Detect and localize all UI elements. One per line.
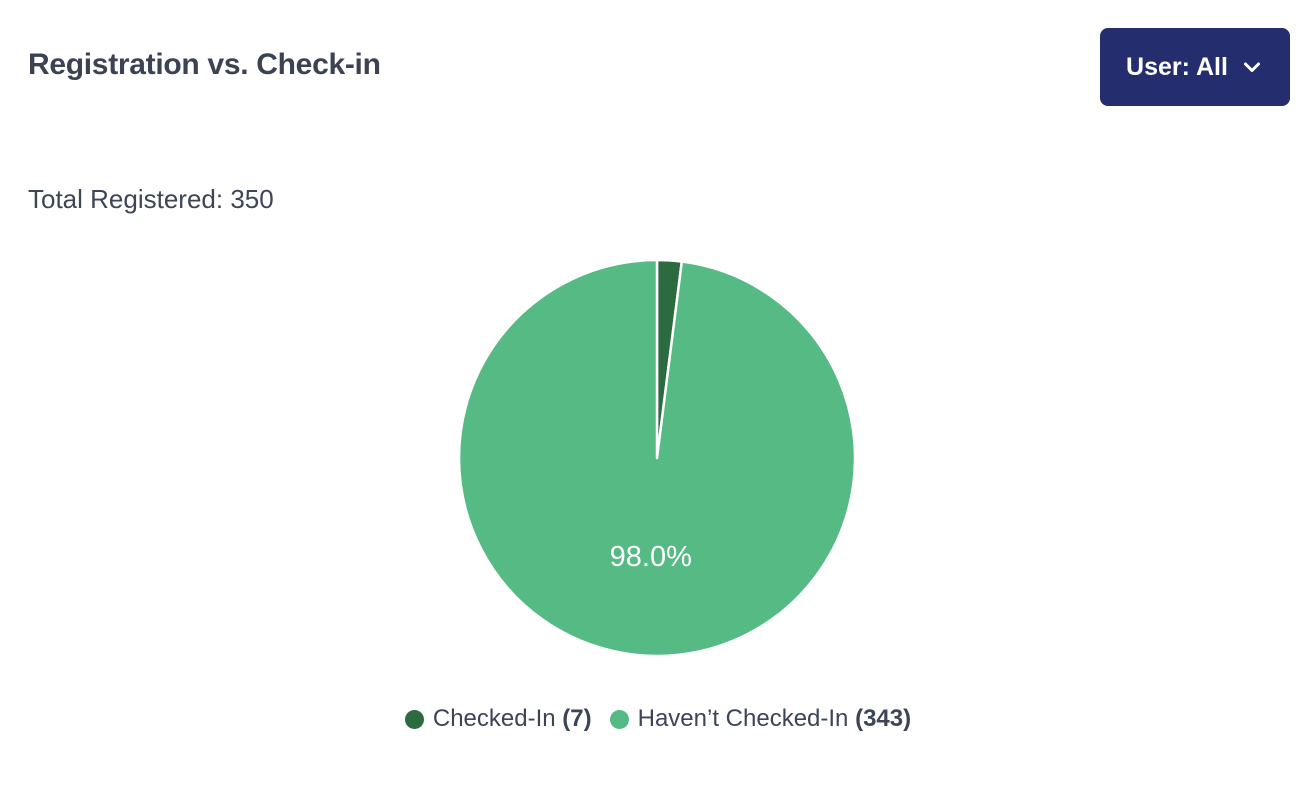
legend-count: (7): [562, 705, 592, 732]
legend-label-checked-in: Checked-In (7): [433, 705, 592, 733]
pie-inside-label: 98.0%: [610, 541, 692, 573]
legend-count: (343): [855, 705, 912, 732]
legend-label-text: Checked-In: [432, 705, 556, 732]
legend-swatch-checked-in: [404, 709, 424, 729]
user-filter-button[interactable]: User: All: [1100, 28, 1290, 106]
chevron-down-icon: [1240, 55, 1264, 79]
legend-label-havent-checked-in: Haven’t Checked-In (343): [638, 705, 911, 733]
pie-slice-haven-t-checked-in[interactable]: [457, 258, 857, 658]
legend-label-text: Haven’t Checked-In: [637, 705, 849, 732]
pie-chart: 98.0%: [447, 248, 867, 668]
legend-swatch-havent-checked-in: [609, 709, 629, 729]
pie-legend: Checked-In (7) Haven’t Checked-In (343): [0, 705, 1316, 733]
legend-item-havent-checked-in[interactable]: Haven’t Checked-In (343): [609, 705, 911, 733]
legend-item-checked-in[interactable]: Checked-In (7): [404, 705, 592, 733]
total-registered-text: Total Registered: 350: [28, 184, 274, 214]
pie-svg: 98.0%: [457, 258, 857, 658]
page-title: Registration vs. Check-in: [28, 48, 381, 81]
user-filter-label: User: All: [1126, 52, 1228, 81]
